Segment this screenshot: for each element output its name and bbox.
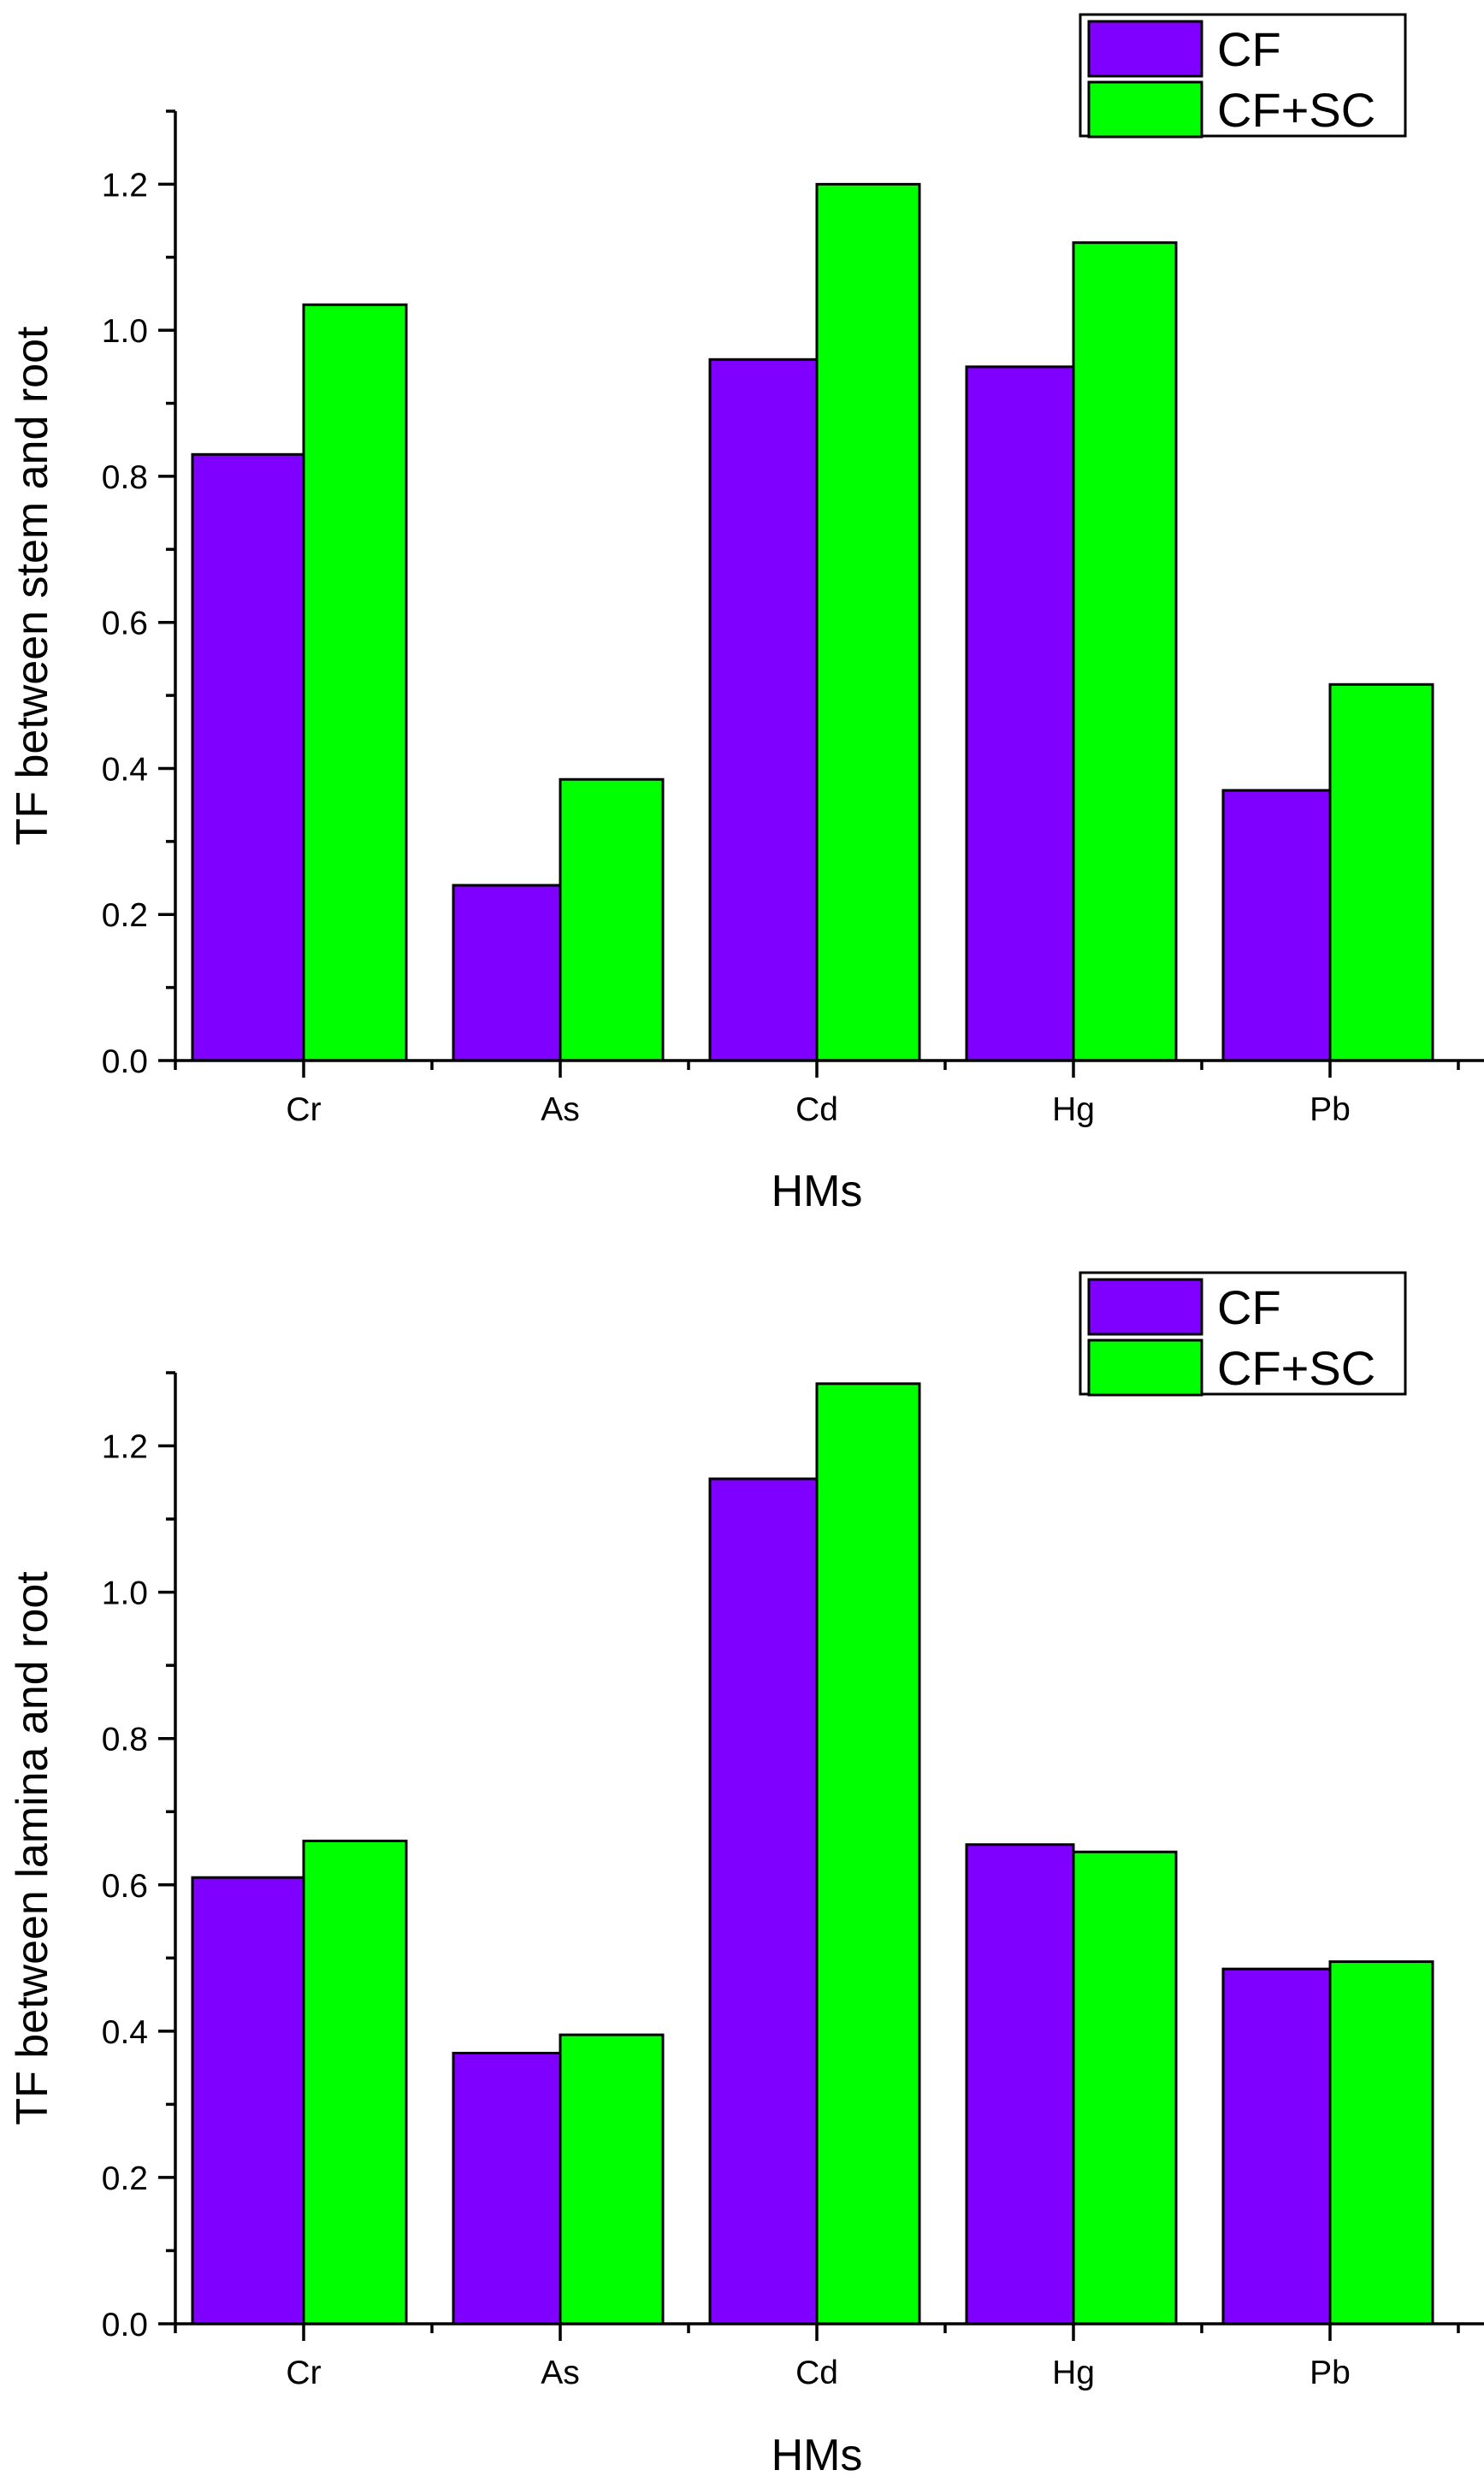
legend-swatch-cf-sc <box>1087 1339 1203 1397</box>
bar-cr-cf-sc <box>302 303 408 1062</box>
bar-hg-cf <box>965 365 1075 1062</box>
x-tick-label-as: As <box>541 2355 580 2391</box>
y-tick-label: 0.2 <box>102 2160 148 2197</box>
x-tick-label-cd: Cd <box>795 2355 838 2391</box>
y-tick-label: 0.6 <box>102 1868 148 1905</box>
legend-label-cf: CF <box>1217 1280 1281 1334</box>
y-tick-label: 1.2 <box>102 167 148 204</box>
y-axis-title: TF between stem and root <box>8 326 57 846</box>
y-tick-label: 1.0 <box>102 1575 148 1612</box>
y-tick-label: 0.4 <box>102 751 148 788</box>
x-tick-label-hg: Hg <box>1052 2355 1095 2391</box>
y-tick-label: 0.6 <box>102 606 148 642</box>
bar-cd-cf <box>708 1477 819 2325</box>
y-tick-label: 0.8 <box>102 459 148 496</box>
bar-hg-cf-sc <box>1072 1850 1178 2325</box>
chart-panel-2: 0.0 0.2 0.4 0.6 0.8 1.0 1.2 Cr As Cd Hg Pb HMs TF bet… <box>8 1271 1484 2480</box>
x-tick-label-cd: Cd <box>795 1091 838 1128</box>
x-axis-title: HMs <box>772 1167 863 1216</box>
y-tick-label: 0.8 <box>102 1722 148 1758</box>
bar-pb-cf-sc <box>1328 1960 1434 2325</box>
x-tick-label-pb: Pb <box>1310 1091 1351 1128</box>
y-axis-title: TF between lamina and root <box>8 1571 57 2125</box>
legend-label-cf-sc: CF+SC <box>1217 83 1375 137</box>
legend-swatch-cf <box>1087 20 1203 78</box>
x-axis-title: HMs <box>772 2431 863 2480</box>
bar-cd-cf-sc <box>815 1382 921 2325</box>
bar-as-cf <box>452 884 562 1062</box>
bar-pb-cf <box>1221 789 1332 1062</box>
y-tick-label: 1.0 <box>102 313 148 350</box>
legend-label-cf: CF <box>1217 22 1281 76</box>
y-tick-label: 0.0 <box>102 2307 148 2343</box>
legend-label-cf-sc: CF+SC <box>1217 1341 1375 1395</box>
y-tick-label: 0.2 <box>102 897 148 934</box>
x-tick-label-as: As <box>541 1091 580 1128</box>
bar-cr-cf <box>191 452 305 1062</box>
bar-cd-cf-sc <box>815 182 921 1062</box>
bar-pb-cf-sc <box>1328 683 1434 1062</box>
y-tick-label: 1.2 <box>102 1429 148 1466</box>
bar-pb-cf <box>1221 1967 1332 2325</box>
bar-hg-cf-sc <box>1072 241 1178 1062</box>
bar-cd-cf <box>708 358 819 1062</box>
y-tick-label: 0.4 <box>102 2014 148 2051</box>
y-tick-label: 0.0 <box>102 1043 148 1080</box>
x-tick-label-cr: Cr <box>286 1091 321 1128</box>
legend-swatch-cf <box>1087 1278 1203 1336</box>
bar-hg-cf <box>965 1843 1075 2325</box>
bar-as-cf <box>452 2052 562 2325</box>
bar-cr-cf <box>191 1876 305 2325</box>
x-tick-label-pb: Pb <box>1310 2355 1351 2391</box>
x-tick-label-cr: Cr <box>286 2355 321 2391</box>
legend-swatch-cf-sc <box>1087 80 1203 139</box>
chart-panel-1: 0.0 0.2 0.4 0.6 0.8 1.0 1.2 Cr As Cd Hg Pb HMs TF bet… <box>8 13 1484 1216</box>
bar-as-cf-sc <box>559 777 665 1062</box>
bar-as-cf-sc <box>559 2033 665 2325</box>
bar-cr-cf-sc <box>302 1839 408 2325</box>
x-tick-label-hg: Hg <box>1052 1091 1095 1128</box>
